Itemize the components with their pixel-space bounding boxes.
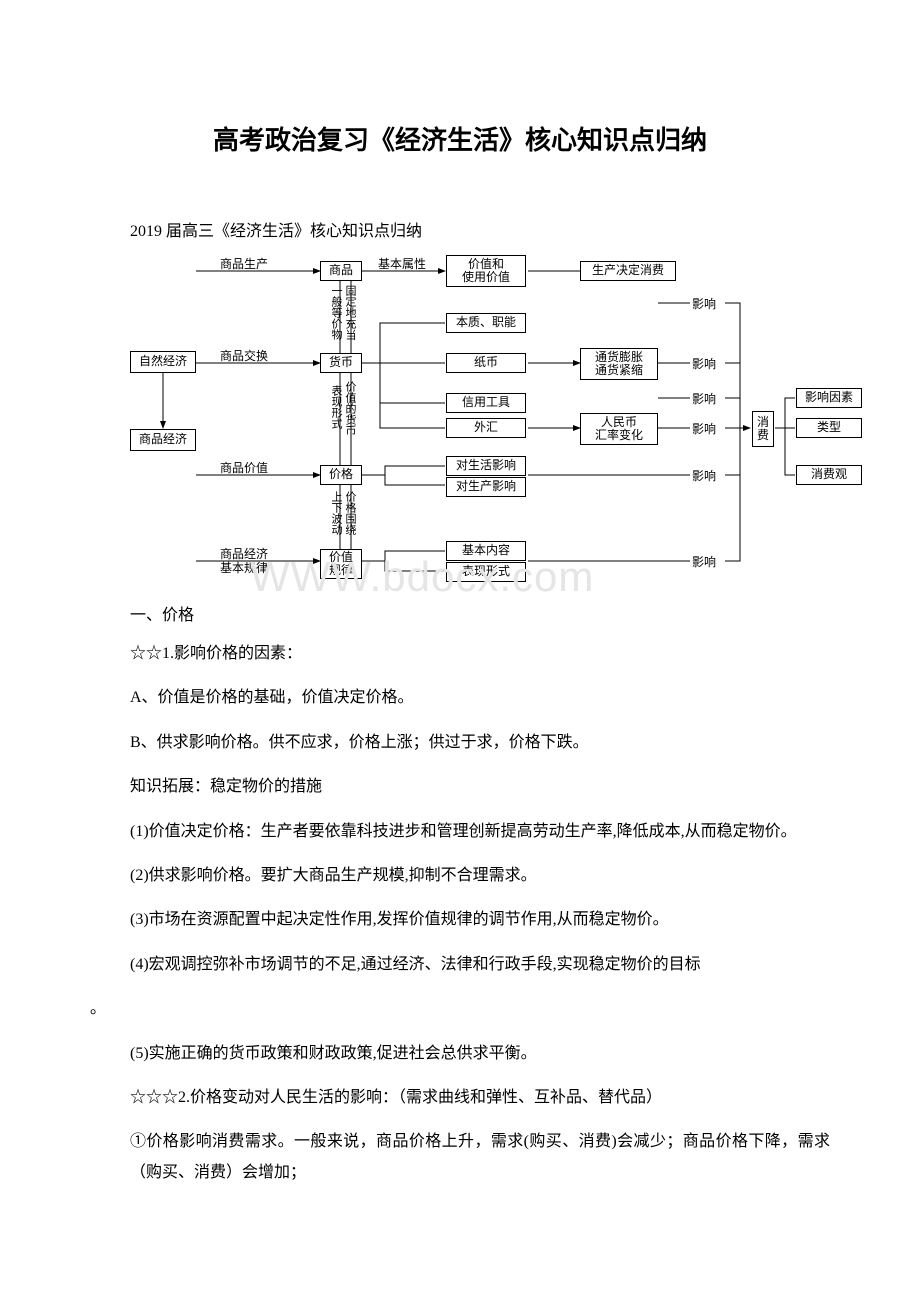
label-yx4: 影响 xyxy=(692,420,716,437)
node-juedingxf: 生产决定消费 xyxy=(580,261,676,281)
label-yx5: 影响 xyxy=(692,467,716,484)
label-jibenshuxing: 基本属性 xyxy=(378,255,426,272)
concept-diagram: 自然经济 商品经济 商品生产 商品交换 商品价值 商品经济 基本规律 商品 货币… xyxy=(130,253,830,593)
node-shangpin: 商品 xyxy=(320,261,362,281)
node-ziranjingji: 自然经济 xyxy=(130,351,196,373)
vlabel-guding: 固定地充当 xyxy=(344,285,355,340)
document-title: 高考政治复习《经济生活》核心知识点归纳 xyxy=(90,120,830,157)
para-3: B、供求影响价格。供不应求，价格上涨；供过于求，价格下跌。 xyxy=(130,728,830,758)
document-subtitle: 2019 届高三《经济生活》核心知识点归纳 xyxy=(130,217,830,241)
para-9: (5)实施正确的货币政策和财政政策,促进社会总供求平衡。 xyxy=(130,1039,830,1069)
label-yx3: 影响 xyxy=(692,390,716,407)
label-shangpinjiazhi: 商品价值 xyxy=(220,459,268,476)
para-2: A、价值是价格的基础，价值决定价格。 xyxy=(130,683,830,713)
node-zhibi: 纸币 xyxy=(446,353,526,373)
para-5: (1)价值决定价格：生产者要依靠科技进步和管理创新提高劳动生产率,降低成本,从而… xyxy=(130,817,830,847)
vlabel-weirao: 价格围绕 xyxy=(344,491,355,535)
node-renminbi: 人民币 汇率变化 xyxy=(580,413,658,445)
para-8a: (4)宏观调控弥补市场调节的不足,通过经济、法律和行政手段,实现稳定物价的目标 xyxy=(130,950,830,980)
label-shangpinshengchan: 商品生产 xyxy=(220,255,268,272)
node-neirong: 基本内容 xyxy=(446,541,526,561)
node-xiaofei: 消 费 xyxy=(752,411,774,447)
para-7: (3)市场在资源配置中起决定性作用,发挥价值规律的调节作用,从而稳定物价。 xyxy=(130,905,830,935)
label-yx2: 影响 xyxy=(692,355,716,372)
para-6: (2)供求影响价格。要扩大商品生产规模,抑制不合理需求。 xyxy=(130,861,830,891)
node-jiazhi: 价值和 使用价值 xyxy=(446,255,526,287)
label-yx6: 影响 xyxy=(692,553,716,570)
vlabel-biaoxian: 表现形式 xyxy=(330,385,341,429)
node-leixing: 类型 xyxy=(796,418,862,438)
para-10: ☆☆☆2.价格变动对人民生活的影响：（需求曲线和弹性、互补品、替代品） xyxy=(130,1083,830,1113)
node-shenghuo: 对生活影响 xyxy=(446,456,526,476)
section-1-heading: 一、价格 xyxy=(130,601,830,625)
node-tonghuo: 通货膨胀 通货紧缩 xyxy=(580,348,658,380)
para-4: 知识拓展：稳定物价的措施 xyxy=(130,772,830,802)
vlabel-yiban: 一般等价物 xyxy=(330,285,341,340)
node-waihui: 外汇 xyxy=(446,418,526,438)
vlabel-bodong: 上下波动 xyxy=(330,491,341,535)
para-11: ①价格影响消费需求。一般来说，商品价格上升，需求(购买、消费)会减少；商品价格下… xyxy=(130,1127,830,1188)
node-yinsu: 影响因素 xyxy=(796,388,862,408)
label-shangpinjiaohuan: 商品交换 xyxy=(220,347,268,364)
node-shengchan: 对生产影响 xyxy=(446,477,526,497)
node-huobi: 货币 xyxy=(320,353,362,373)
node-xinyong: 信用工具 xyxy=(446,393,526,413)
node-xfguan: 消费观 xyxy=(796,465,862,485)
node-xingshi: 表现形式 xyxy=(446,562,526,582)
label-yx1: 影响 xyxy=(692,295,716,312)
vlabel-jiazhide: 价值的货币 xyxy=(344,381,355,436)
node-jiage: 价格 xyxy=(320,465,362,485)
node-guilv: 价值 规律 xyxy=(320,549,362,579)
label-guilv2: 基本规律 xyxy=(220,559,268,576)
node-shangpinjingji: 商品经济 xyxy=(130,429,196,451)
node-benzhi: 本质、职能 xyxy=(446,313,526,333)
para-1: ☆☆1.影响价格的因素： xyxy=(130,639,830,669)
para-8b: 。 xyxy=(90,994,830,1024)
